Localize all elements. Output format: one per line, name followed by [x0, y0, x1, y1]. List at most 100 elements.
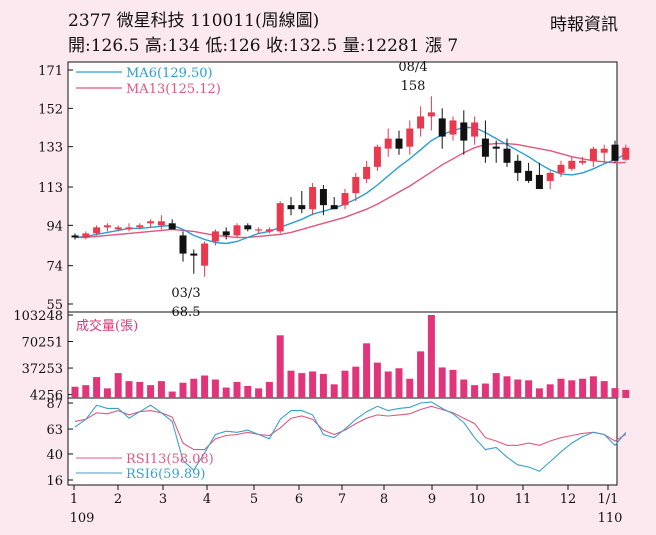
volume-bar [330, 384, 338, 398]
chart-title: 2377 微星科技 110011(周線圖) [68, 11, 320, 31]
x-year-right: 110 [598, 511, 623, 526]
volume-bar [557, 378, 565, 398]
volume-bar [384, 371, 392, 398]
candle-body [449, 120, 457, 135]
volume-y-tick-label: 103248 [13, 309, 63, 324]
volume-bar [568, 380, 576, 398]
candle-body [471, 122, 479, 137]
candle-body [265, 229, 273, 232]
candle-body [103, 225, 111, 228]
candle-body [535, 174, 543, 190]
x-tick-label: 11 [515, 492, 532, 507]
rsi13-line [74, 405, 627, 451]
candle-body [125, 227, 133, 230]
volume-bar [211, 379, 219, 398]
candle-body [568, 160, 576, 169]
candle-body [82, 233, 90, 238]
candle-body [395, 138, 403, 149]
candle-body [427, 112, 435, 117]
volume-bar [363, 343, 371, 398]
data-source-label: 時報資訊 [550, 15, 618, 35]
ma6-line [74, 126, 627, 245]
candle-body [222, 231, 230, 236]
candle-body [460, 122, 468, 141]
volume-bar [255, 388, 263, 398]
candle-body [611, 144, 619, 161]
volume-bar [276, 335, 284, 398]
volume-y-tick-label: 37253 [22, 362, 63, 377]
volume-bar [546, 384, 554, 398]
price-y-tick-label: 113 [38, 181, 63, 196]
volume-bar [514, 379, 522, 398]
candle-body [363, 166, 371, 179]
volume-bar [103, 388, 111, 398]
annotation-low-date: 03/3 [171, 286, 200, 301]
volume-bar [114, 373, 122, 398]
candle-body [319, 189, 327, 206]
volume-bar [460, 379, 468, 398]
volume-bar [427, 315, 435, 398]
annotation-low-value: 68.5 [172, 305, 201, 320]
volume-bar [406, 378, 414, 398]
candle-body [136, 225, 144, 228]
candle-body [481, 138, 489, 157]
volume-bar [373, 362, 381, 398]
x-tick-label: 10 [469, 492, 486, 507]
volume-bar [265, 381, 273, 398]
volume-bar [589, 376, 597, 398]
volume-bar [233, 381, 241, 398]
volume-bar [190, 378, 198, 398]
volume-bar [503, 376, 511, 398]
candle-body [233, 225, 241, 236]
candle-body [179, 235, 187, 254]
rsi-y-tick-label: 87 [46, 397, 63, 412]
volume-bar [136, 381, 144, 398]
x-tick-label: 7 [338, 492, 346, 507]
x-tick-label: 1/1 [598, 492, 619, 507]
volume-bar [298, 373, 306, 398]
legend-rsi13-label: RSI13(58.08) [126, 452, 214, 467]
annotation-high-value: 158 [401, 79, 426, 94]
rsi-y-tick-label: 16 [46, 474, 63, 489]
candle-body [309, 187, 317, 210]
candle-body [341, 193, 349, 206]
candle-body [352, 176, 360, 194]
volume-bar [319, 373, 327, 398]
volume-bar [622, 389, 630, 398]
candle-body [93, 227, 101, 234]
candle-body [276, 203, 284, 232]
volume-bar [471, 385, 479, 398]
volume-bar [157, 381, 165, 398]
x-tick-label: 4 [203, 492, 211, 507]
candle-body [417, 116, 425, 129]
price-y-tick-label: 55 [46, 298, 63, 313]
x-tick-label: 8 [380, 492, 388, 507]
price-y-tick-label: 94 [46, 219, 63, 234]
volume-bar [82, 385, 90, 398]
volume-bar [179, 382, 187, 398]
volume-bar [417, 351, 425, 398]
candle-body [211, 231, 219, 242]
candle-body [557, 164, 565, 173]
candle-body [622, 147, 630, 160]
legend-ma13-label: MA13(125.12) [126, 82, 221, 97]
x-year-left: 109 [70, 511, 95, 526]
volume-bar [125, 381, 133, 398]
candle-body [406, 128, 414, 147]
candle-body [255, 229, 263, 231]
rsi-y-tick-label: 63 [46, 423, 63, 438]
x-tick-label: 2 [114, 492, 122, 507]
price-stats: 開:126.5 高:134 低:126 收:132.5 量:12281 漲 7 [68, 36, 459, 56]
volume-bar [438, 367, 446, 398]
volume-bar [222, 387, 230, 398]
candle-body [600, 148, 608, 153]
ma13-line [75, 142, 626, 239]
candle-body [71, 235, 79, 238]
volume-bar [525, 380, 533, 398]
x-tick-label: 9 [428, 492, 436, 507]
price-y-tick-label: 133 [38, 141, 63, 156]
candle-body [384, 138, 392, 149]
volume-bar [352, 366, 360, 398]
volume-bar [492, 373, 500, 398]
x-tick-label: 3 [159, 492, 167, 507]
